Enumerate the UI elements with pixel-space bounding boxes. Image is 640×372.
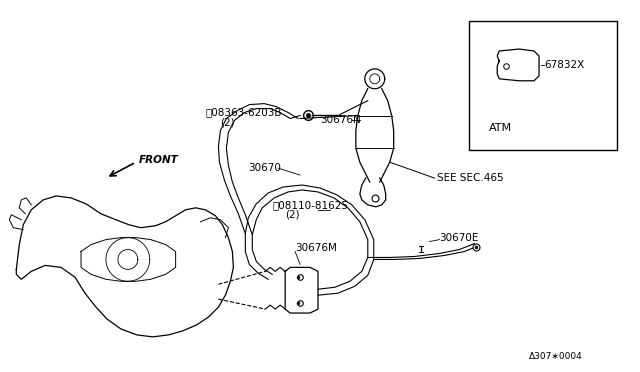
Text: (2): (2) [285,210,300,220]
Text: 67832X: 67832X [544,60,584,70]
Text: ⒲08110-81625: ⒲08110-81625 [272,200,348,210]
Text: 30670E: 30670E [440,232,479,243]
Text: 30676N: 30676N [320,115,361,125]
Bar [469,21,617,150]
Text: SEE SEC.465: SEE SEC.465 [438,173,504,183]
Text: 30676M: 30676M [295,243,337,253]
Text: FRONT: FRONT [139,155,179,165]
Text: Δ307∗0004: Δ307∗0004 [529,352,583,361]
Text: Ⓝ08363-6203B: Ⓝ08363-6203B [205,108,282,118]
Text: 30670: 30670 [248,163,281,173]
Text: (2): (2) [220,118,235,128]
Text: ATM: ATM [489,124,513,134]
